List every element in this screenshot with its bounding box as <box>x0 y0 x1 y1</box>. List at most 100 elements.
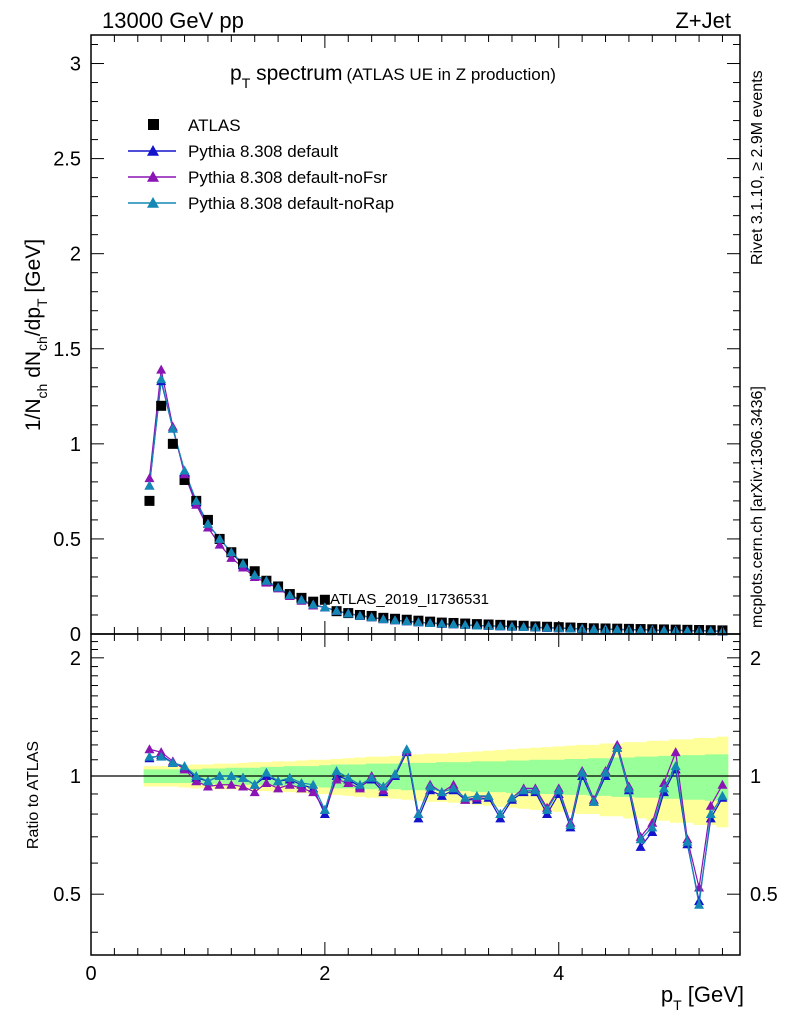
mc-point-ratio <box>553 785 564 795</box>
legend-entry-label: Pythia 8.308 default <box>188 142 339 161</box>
mc-point-main <box>460 619 471 629</box>
main-panel-plot-area <box>144 364 728 636</box>
mc-point-main <box>401 616 412 626</box>
mc-point-ratio <box>588 796 599 806</box>
mc-point-ratio <box>261 777 272 787</box>
mc-point-main <box>319 602 330 612</box>
mc-point-ratio <box>319 804 330 814</box>
mc-point-main <box>343 608 354 618</box>
mc-point-main <box>202 518 213 528</box>
mc-point-ratio <box>156 747 167 757</box>
mc-point-ratio <box>647 827 658 837</box>
plot-title: pT spectrum (ATLAS UE in Z production) <box>230 62 556 91</box>
y-tick-label-ratio-right: 2 <box>750 648 761 670</box>
mc-point-ratio <box>436 787 447 797</box>
mc-point-ratio <box>378 781 389 791</box>
mc-point-ratio <box>167 757 178 767</box>
mc-point-main <box>378 614 389 624</box>
mc-point-main <box>284 590 295 600</box>
mc-point-ratio <box>261 767 272 777</box>
ratio-panel-plot-area <box>91 736 740 909</box>
y-tick-label-ratio: 2 <box>70 648 81 670</box>
mc-point-main <box>226 552 237 562</box>
mc-point-ratio <box>343 777 354 787</box>
mc-point-main <box>226 547 237 557</box>
axis-ticks: 00.511.522.530.5 0.51 12 20 2 4 <box>53 35 778 985</box>
y-tick-label-main: 2.5 <box>53 149 81 171</box>
legend-marker <box>147 197 159 208</box>
mc-point-ratio <box>202 776 213 786</box>
mc-point-ratio <box>296 777 307 787</box>
mc-point-ratio <box>600 767 611 777</box>
x-axis-label: pT [GeV] <box>661 982 744 1013</box>
mc-point-ratio <box>308 787 319 797</box>
mc-point-main <box>682 625 693 635</box>
mc-point-ratio <box>144 751 155 761</box>
y-tick-label-ratio: 1 <box>70 766 81 788</box>
data-point-atlas <box>179 474 190 485</box>
y-tick-label-main: 2 <box>70 244 81 266</box>
mc-point-ratio <box>705 809 716 819</box>
mc-point-ratio <box>647 822 658 832</box>
y-tick-label-main: 0.5 <box>53 529 81 551</box>
x-tick-label: 0 <box>85 963 96 985</box>
mc-point-main <box>156 364 167 374</box>
plot-title-sub: T <box>242 75 251 91</box>
y-axis-label-main: 1/Nch dNch/dpT [GeV] <box>22 239 50 431</box>
data-point-atlas <box>319 594 330 605</box>
mc-point-main <box>495 621 506 631</box>
legend-entry-label: ATLAS <box>188 116 241 135</box>
y-tick-label-main: 1 <box>70 434 81 456</box>
mc-point-main <box>167 423 178 433</box>
mc-point-main <box>390 615 401 625</box>
mc-point-ratio <box>670 747 681 757</box>
mc-point-main <box>530 622 541 632</box>
plot-title-rest: spectrum <box>250 62 342 85</box>
mc-point-main <box>471 620 482 630</box>
mc-point-main <box>413 617 424 627</box>
mc-point-ratio <box>273 783 284 793</box>
mc-point-ratio <box>471 790 482 800</box>
x-tick-label: 2 <box>319 963 330 985</box>
mc-point-ratio <box>705 800 716 810</box>
mc-point-main <box>144 473 155 483</box>
mc-point-ratio <box>179 761 190 771</box>
legend-marker <box>147 171 159 182</box>
y-tick-label-ratio: 0.5 <box>53 884 81 906</box>
mc-point-ratio <box>144 744 155 754</box>
mc-point-main <box>483 620 494 630</box>
mc-point-ratio <box>542 804 553 814</box>
mc-point-ratio <box>506 792 517 802</box>
mc-point-main <box>366 612 377 622</box>
mc-point-ratio <box>249 787 260 797</box>
legend-entry-label: Pythia 8.308 default-noRap <box>188 194 394 213</box>
mc-point-main <box>156 374 167 384</box>
data-point-atlas <box>156 400 167 411</box>
mc-point-ratio <box>238 781 249 791</box>
mc-point-ratio <box>518 785 529 795</box>
mc-point-ratio <box>296 783 307 793</box>
mc-point-ratio <box>308 779 319 789</box>
mc-point-ratio <box>191 771 202 781</box>
y-tick-label-ratio-right: 0.5 <box>750 884 778 906</box>
ratio-panel-frame <box>90 633 741 956</box>
mc-point-ratio <box>694 899 705 909</box>
mc-point-ratio <box>226 779 237 789</box>
mc-point-ratio <box>284 779 295 789</box>
mc-point-main <box>658 625 669 635</box>
mc-point-ratio <box>413 809 424 819</box>
mc-point-ratio <box>343 772 354 782</box>
mc-point-main <box>506 621 517 631</box>
mc-point-main <box>612 624 623 634</box>
mc-point-ratio <box>214 779 225 789</box>
legend: ATLAS Pythia 8.308 default Pythia 8.308 de… <box>128 116 394 213</box>
y-tick-label-main: 0 <box>70 624 81 646</box>
plot-title-main: p <box>230 62 242 85</box>
mc-point-ratio <box>565 820 576 830</box>
mc-point-main <box>354 610 365 620</box>
y-tick-label-main: 1.5 <box>53 339 81 361</box>
legend-entry-label: Pythia 8.308 default-noFsr <box>188 168 388 187</box>
mc-point-main <box>214 533 225 543</box>
analysis-watermark: ATLAS_2019_I1736531 <box>330 591 489 608</box>
